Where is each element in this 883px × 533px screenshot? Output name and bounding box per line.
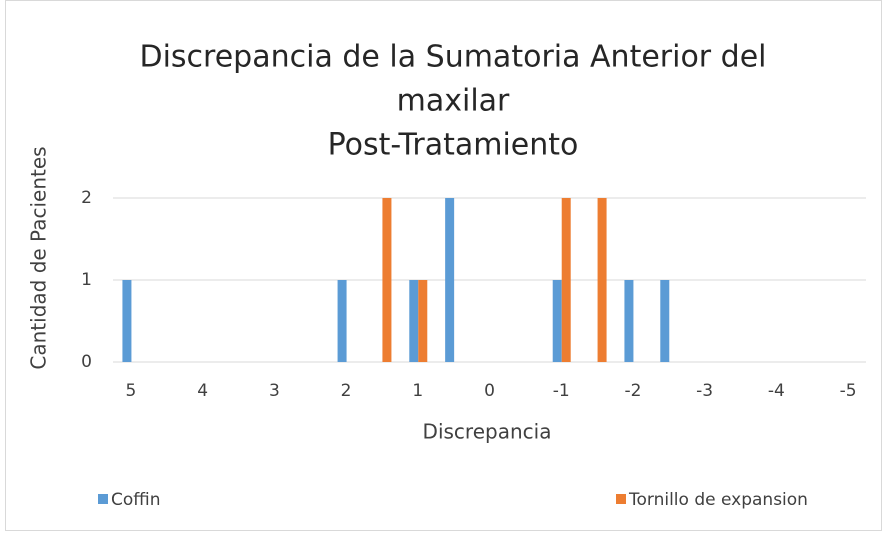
bar (418, 280, 428, 362)
bar (122, 280, 132, 362)
x-tick-label: -3 (696, 381, 713, 401)
y-tick-label: 0 (81, 352, 92, 372)
bar (624, 280, 634, 362)
legend-swatch (98, 494, 108, 504)
legend-label: Coffin (111, 490, 160, 510)
bar (552, 280, 562, 362)
x-tick-label: 1 (412, 381, 423, 401)
y-tick-label: 2 (81, 188, 92, 208)
x-tick-label: -2 (624, 381, 641, 401)
x-tick-label: 4 (197, 381, 208, 401)
bar (445, 198, 455, 362)
y-tick-label: 1 (81, 270, 92, 290)
x-tick-label: -5 (840, 381, 857, 401)
x-axis-label: Discrepancia (423, 420, 552, 444)
y-axis-label: Cantidad de Pacientes (27, 146, 51, 369)
legend-label: Tornillo de expansion (628, 490, 808, 510)
chart-title: Discrepancia de la Sumatoria Anterior de… (139, 40, 766, 75)
x-tick-label: 3 (269, 381, 280, 401)
bar (409, 280, 419, 362)
chart-title: maxilar (397, 84, 510, 119)
bar (337, 280, 347, 362)
chart-frame (5, 0, 882, 531)
chart-title: Post-Tratamiento (328, 128, 579, 163)
x-tick-label: 0 (484, 381, 495, 401)
x-tick-label: -4 (768, 381, 785, 401)
x-tick-label: 2 (341, 381, 352, 401)
x-tick-label: -1 (553, 381, 570, 401)
x-tick-label: 5 (126, 381, 137, 401)
bar (597, 198, 607, 362)
bar (382, 198, 392, 362)
legend-swatch (616, 494, 626, 504)
bar (660, 280, 670, 362)
bar (561, 198, 571, 362)
